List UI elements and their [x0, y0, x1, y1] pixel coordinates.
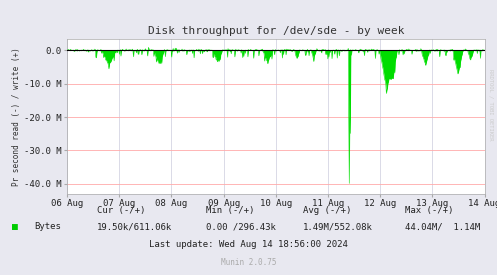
Text: 19.50k/611.06k: 19.50k/611.06k	[97, 222, 172, 231]
Text: Avg (-/+): Avg (-/+)	[303, 206, 351, 215]
Text: ■: ■	[12, 222, 18, 232]
Text: RRDTOOL / TOBI OETIKER: RRDTOOL / TOBI OETIKER	[489, 69, 494, 140]
Title: Disk throughput for /dev/sde - by week: Disk throughput for /dev/sde - by week	[148, 26, 404, 36]
Text: Bytes: Bytes	[34, 222, 61, 231]
Text: Last update: Wed Aug 14 18:56:00 2024: Last update: Wed Aug 14 18:56:00 2024	[149, 240, 348, 249]
Text: Munin 2.0.75: Munin 2.0.75	[221, 258, 276, 267]
Text: 44.04M/  1.14M: 44.04M/ 1.14M	[405, 222, 480, 231]
Text: Max (-/+): Max (-/+)	[405, 206, 453, 215]
Text: Min (-/+): Min (-/+)	[206, 206, 254, 215]
Y-axis label: Pr second read (-) / write (+): Pr second read (-) / write (+)	[12, 47, 21, 186]
Text: 0.00 /296.43k: 0.00 /296.43k	[206, 222, 276, 231]
Text: 1.49M/552.08k: 1.49M/552.08k	[303, 222, 373, 231]
Text: Cur (-/+): Cur (-/+)	[97, 206, 145, 215]
